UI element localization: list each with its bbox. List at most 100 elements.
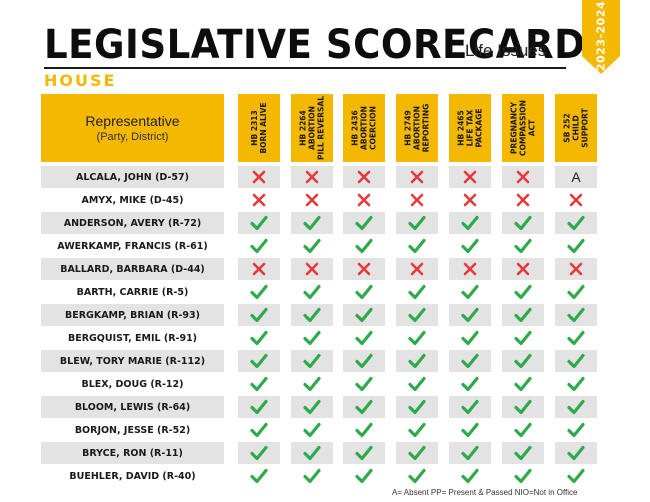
- checkmark-icon: [502, 212, 544, 234]
- checkmark-icon: [343, 373, 385, 395]
- bill-header-6: PREGNANCY COMPASSION ACT: [502, 94, 544, 162]
- checkmark-icon: [502, 327, 544, 349]
- table-row: BALLARD, BARBARA (D-44): [41, 258, 601, 280]
- table-row: ALCALA, JOHN (D-57) A: [41, 166, 601, 188]
- bill-header-line: HB 2436: [350, 110, 360, 146]
- checkmark-icon: [502, 235, 544, 257]
- checkmark-icon: [291, 373, 333, 395]
- checkmark-icon: [396, 396, 438, 418]
- vote-status-text: A: [571, 169, 581, 185]
- representative-name: BALLARD, BARBARA (D-44): [41, 258, 224, 280]
- bill-header-line: ABORTION: [307, 106, 317, 150]
- table-row: BLEX, DOUG (R-12): [41, 373, 601, 395]
- checkmark-icon: [502, 465, 544, 487]
- table-row: BARTH, CARRIE (R-5): [41, 281, 601, 303]
- checkmark-icon: [291, 304, 333, 326]
- cross-icon: [343, 166, 385, 188]
- bill-header-line: COMPASSION: [518, 100, 528, 156]
- checkmark-icon: [238, 212, 280, 234]
- bill-header-line: BORN ALIVE: [259, 102, 268, 154]
- bill-header-line: ABORTION: [359, 106, 369, 150]
- checkmark-icon: [238, 442, 280, 464]
- vote-status-letter: A: [555, 166, 597, 188]
- checkmark-icon: [555, 235, 597, 257]
- table-row: BERGKAMP, BRIAN (R-93): [41, 304, 601, 326]
- checkmark-icon: [555, 327, 597, 349]
- bill-header-line: ACT: [527, 119, 537, 137]
- table-row: BRYCE, RON (R-11): [41, 442, 601, 464]
- checkmark-icon: [449, 373, 491, 395]
- title-divider: [44, 67, 566, 69]
- bill-header-2: HB 2264 ABORTION PILL REVERSAL: [291, 94, 333, 162]
- cross-icon: [396, 166, 438, 188]
- checkmark-icon: [449, 281, 491, 303]
- bill-header-line: ABORTION: [412, 106, 422, 150]
- bill-header-label: HB 2465 LIFE TAX PACKAGE: [457, 95, 484, 161]
- checkmark-icon: [238, 327, 280, 349]
- checkmark-icon: [396, 212, 438, 234]
- checkmark-icon: [449, 442, 491, 464]
- checkmark-icon: [291, 465, 333, 487]
- checkmark-icon: [238, 350, 280, 372]
- bill-header-3: HB 2436 ABORTION COERCION: [343, 94, 385, 162]
- checkmark-icon: [449, 396, 491, 418]
- checkmark-icon: [291, 350, 333, 372]
- checkmark-icon: [343, 235, 385, 257]
- bill-header-line: REPORTING: [421, 103, 431, 153]
- representative-name: BERGQUIST, EMIL (R-91): [67, 332, 198, 344]
- checkmark-icon: [502, 396, 544, 418]
- cross-icon: [449, 258, 491, 280]
- cross-icon: [449, 189, 491, 211]
- cross-icon: [396, 189, 438, 211]
- checkmark-icon: [343, 327, 385, 349]
- checkmark-icon: [238, 235, 280, 257]
- checkmark-icon: [502, 350, 544, 372]
- bill-header-5: HB 2465 LIFE TAX PACKAGE: [449, 94, 491, 162]
- table-row: BUEHLER, DAVID (R-40): [41, 465, 601, 487]
- year-ribbon: [582, 0, 620, 56]
- representative-name: BERGKAMP, BRIAN (R-93): [41, 304, 224, 326]
- checkmark-icon: [502, 304, 544, 326]
- representative-header-subtitle: (Party, District): [96, 131, 169, 143]
- bill-header-label: SB 252 CHILD SUPPORT: [563, 95, 590, 161]
- bill-header-label: HB 2749 ABORTION REPORTING: [404, 95, 431, 161]
- checkmark-icon: [238, 419, 280, 441]
- bill-header-line: SUPPORT: [580, 108, 590, 148]
- table-row: BERGQUIST, EMIL (R-91): [41, 327, 601, 349]
- representative-name: BLOOM, LEWIS (R-64): [41, 396, 224, 418]
- checkmark-icon: [343, 396, 385, 418]
- checkmark-icon: [291, 327, 333, 349]
- cross-icon: [291, 189, 333, 211]
- checkmark-icon: [343, 419, 385, 441]
- checkmark-icon: [396, 281, 438, 303]
- cross-icon: [238, 189, 280, 211]
- cross-icon: [291, 258, 333, 280]
- checkmark-icon: [291, 212, 333, 234]
- representative-name: BLEW, TORY MARIE (R-112): [41, 350, 224, 372]
- checkmark-icon: [502, 419, 544, 441]
- checkmark-icon: [449, 350, 491, 372]
- checkmark-icon: [238, 373, 280, 395]
- checkmark-icon: [396, 304, 438, 326]
- bill-header-line: SB 252: [562, 113, 572, 143]
- checkmark-icon: [291, 235, 333, 257]
- checkmark-icon: [238, 304, 280, 326]
- representative-name: ALCALA, JOHN (D-57): [41, 166, 224, 188]
- checkmark-icon: [555, 373, 597, 395]
- cross-icon: [343, 258, 385, 280]
- checkmark-icon: [449, 327, 491, 349]
- bill-header-7: SB 252 CHILD SUPPORT: [555, 94, 597, 162]
- bill-header-4: HB 2749 ABORTION REPORTING: [396, 94, 438, 162]
- checkmark-icon: [238, 396, 280, 418]
- cross-icon: [449, 166, 491, 188]
- representative-header: Representative (Party, District): [41, 94, 224, 162]
- checkmark-icon: [343, 304, 385, 326]
- bill-header-line: PREGNANCY: [509, 102, 519, 154]
- checkmark-icon: [449, 304, 491, 326]
- representative-header-title: Representative: [85, 113, 180, 129]
- checkmark-icon: [396, 235, 438, 257]
- scorecard-subtitle: Life Issues: [465, 41, 547, 60]
- bill-header-line: COERCION: [368, 106, 378, 150]
- representative-name: BORJON, JESSE (R-52): [74, 424, 191, 436]
- checkmark-icon: [238, 465, 280, 487]
